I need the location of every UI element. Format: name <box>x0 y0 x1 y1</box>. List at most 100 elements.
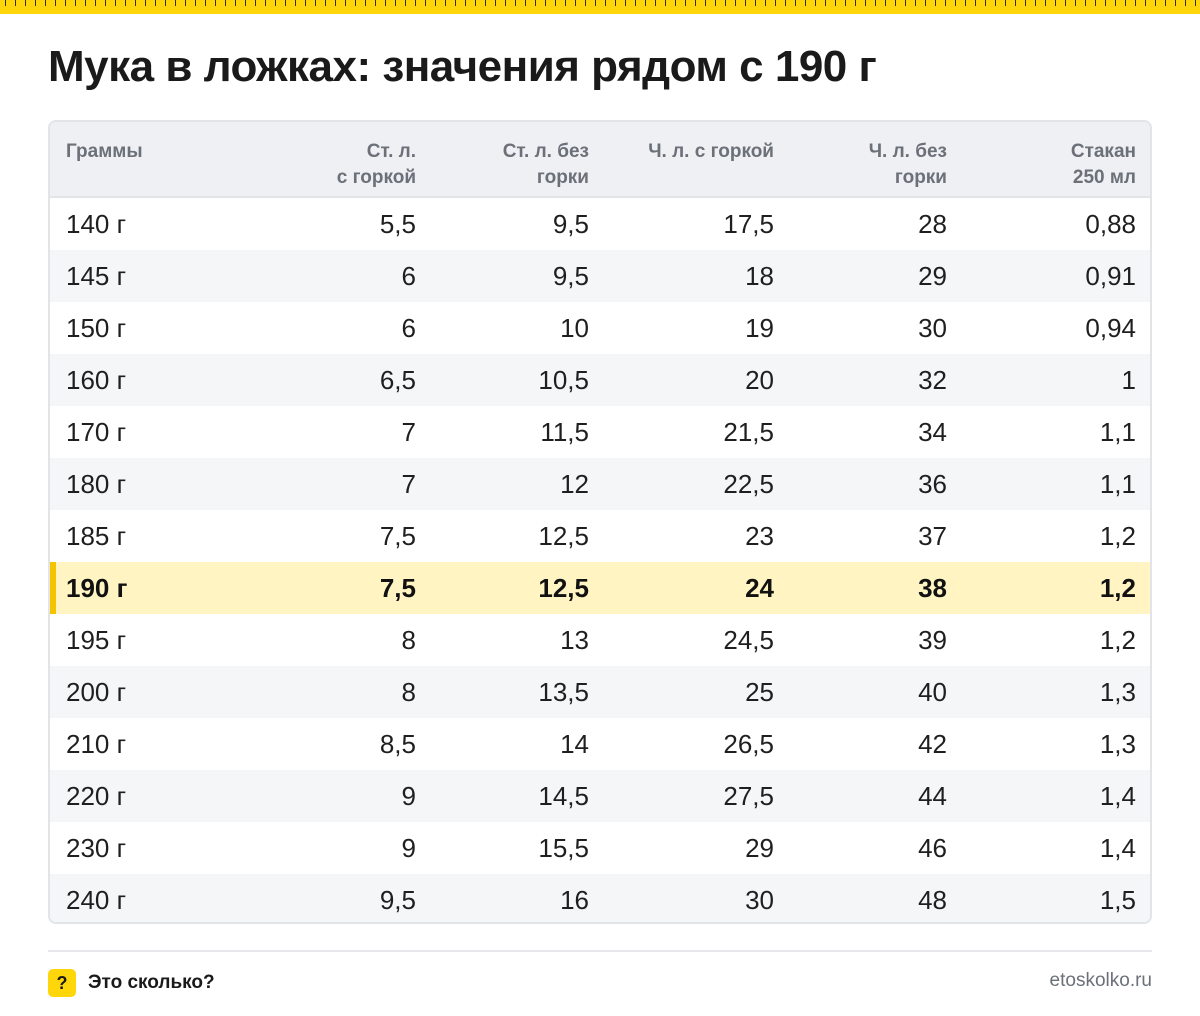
table-cell: 24 <box>745 572 774 603</box>
question-mark-icon: ? <box>48 969 76 997</box>
header-tsp-level: Ч. л. без горки <box>868 141 947 188</box>
table-cell: 16 <box>560 884 589 915</box>
table-cell: 29 <box>918 260 947 291</box>
table-cell: 8 <box>401 676 416 707</box>
table-cell: 34 <box>918 416 947 447</box>
table-cell: 44 <box>918 780 947 811</box>
table-cell: 14,5 <box>538 780 589 811</box>
footer-brand: ? Это сколько? <box>48 968 215 998</box>
site-url: etoskolko.ru <box>1049 970 1152 991</box>
table-row: 145 г 6 9,5 18 29 0,91 <box>50 250 1150 302</box>
table-cell: 140 г <box>66 208 127 239</box>
table-cell: 0,94 <box>1085 312 1136 343</box>
table-cell: 6 <box>401 312 416 343</box>
table-cell: 46 <box>918 832 947 863</box>
table-cell: 29 <box>745 832 774 863</box>
table-body: 140 г 5,5 9,5 17,5 28 0,88 145 г 6 9,5 18 29 0,91 1 5… <box>50 198 1150 922</box>
table-cell: 240 г <box>66 884 127 915</box>
table-cell: 12 <box>560 468 589 499</box>
table-cell: 8,5 <box>379 728 416 759</box>
table-cell: 25 <box>745 676 774 707</box>
ruler-strip <box>0 0 1200 14</box>
header-tbsp-level: Ст. л. без горки <box>502 141 589 188</box>
table-cell: 230 г <box>66 832 127 863</box>
table-cell: 17,5 <box>723 208 774 239</box>
table-cell: 1,4 <box>1099 780 1136 811</box>
flour-spoons-table: Граммы Ст. л. с горкой Ст. л. без горки … <box>48 120 1152 924</box>
table-cell: 10 <box>560 312 589 343</box>
table-cell: 14 <box>560 728 589 759</box>
header-grams: Граммы <box>66 141 143 162</box>
table-cell: 1,2 <box>1099 520 1136 551</box>
header-cup-250ml: Стакан 250 мл <box>1070 141 1136 188</box>
table-cell: 0,91 <box>1085 260 1136 291</box>
table-cell: 145 г <box>66 260 127 291</box>
table-cell: 18 <box>745 260 774 291</box>
table-cell: 30 <box>745 884 774 915</box>
table-cell: 7 <box>401 468 416 499</box>
table-cell: 7,5 <box>379 520 416 551</box>
table-row: 210 г 8,5 14 26,5 42 1,3 <box>50 718 1150 770</box>
header-tsp-heaped: Ч. л. с горкой <box>648 141 774 162</box>
table-cell: 13,5 <box>538 676 589 707</box>
table-cell: 42 <box>918 728 947 759</box>
table-cell: 36 <box>918 468 947 499</box>
brand-name: Это сколько? <box>88 972 215 993</box>
table-row: 240 г 9,5 16 30 48 1,5 <box>50 874 1150 922</box>
table-cell: 9,5 <box>379 884 416 915</box>
table-cell: 28 <box>918 208 947 239</box>
table-row-highlighted: 190 г 7,5 12,5 24 38 1,2 <box>50 562 1150 614</box>
table-cell: 12,5 <box>538 572 589 603</box>
table-cell: 185 г <box>66 520 127 551</box>
table-row: 140 г 5,5 9,5 17,5 28 0,88 <box>50 198 1150 250</box>
table-cell: 170 г <box>66 416 127 447</box>
table-cell: 40 <box>918 676 947 707</box>
table-cell: 220 г <box>66 780 127 811</box>
table-cell: 6,5 <box>379 364 416 395</box>
table-row: 220 г 9 14,5 27,5 44 1,4 <box>50 770 1150 822</box>
table-cell: 38 <box>918 572 947 603</box>
table-cell: 1 <box>1121 364 1136 395</box>
table-cell: 20 <box>745 364 774 395</box>
table-row: 180 г 7 12 22,5 36 1,1 <box>50 458 1150 510</box>
table-row: 150 г 6 10 19 30 0,94 <box>50 302 1150 354</box>
table-cell: 7 <box>401 416 416 447</box>
table-cell: 9 <box>401 780 416 811</box>
table-cell: 1,1 <box>1099 416 1136 447</box>
footer-divider <box>48 950 1152 952</box>
table-cell: 1,3 <box>1099 728 1136 759</box>
table-cell: 9,5 <box>552 208 589 239</box>
table-cell: 21,5 <box>723 416 774 447</box>
table-header: Граммы Ст. л. с горкой Ст. л. без горки … <box>50 122 1150 198</box>
page-title: Мука в ложках: значения рядом с 190 г <box>48 42 877 91</box>
table-cell: 19 <box>745 312 774 343</box>
table-cell: 30 <box>918 312 947 343</box>
table-cell: 11,5 <box>540 416 589 447</box>
table-cell: 32 <box>918 364 947 395</box>
table-cell: 5,5 <box>379 208 416 239</box>
table-cell: 190 г <box>66 572 128 603</box>
table-cell: 12,5 <box>538 520 589 551</box>
table-cell: 48 <box>918 884 947 915</box>
table-cell: 200 г <box>66 676 127 707</box>
table-cell: 0,88 <box>1085 208 1136 239</box>
table-cell: 210 г <box>66 728 127 759</box>
table-cell: 13 <box>560 624 589 655</box>
table-cell: 180 г <box>66 468 127 499</box>
table-cell: 8 <box>401 624 416 655</box>
table-cell: 195 г <box>66 624 127 655</box>
table-cell: 1,3 <box>1099 676 1136 707</box>
table-cell: 9 <box>401 832 416 863</box>
table-row: 195 г 8 13 24,5 39 1,2 <box>50 614 1150 666</box>
table-cell: 1,2 <box>1099 624 1136 655</box>
table-row: 200 г 8 13,5 25 40 1,3 <box>50 666 1150 718</box>
table-cell: 23 <box>745 520 774 551</box>
table-cell: 1,2 <box>1099 572 1136 603</box>
table-cell: 39 <box>918 624 947 655</box>
table-cell: 6 <box>401 260 416 291</box>
table-row: 170 г 7 11,5 21,5 34 1,1 <box>50 406 1150 458</box>
table-cell: 27,5 <box>723 780 774 811</box>
table-cell: 37 <box>918 520 947 551</box>
table-row: 185 г 7,5 12,5 23 37 1,2 <box>50 510 1150 562</box>
table-row: 230 г 9 15,5 29 46 1,4 <box>50 822 1150 874</box>
